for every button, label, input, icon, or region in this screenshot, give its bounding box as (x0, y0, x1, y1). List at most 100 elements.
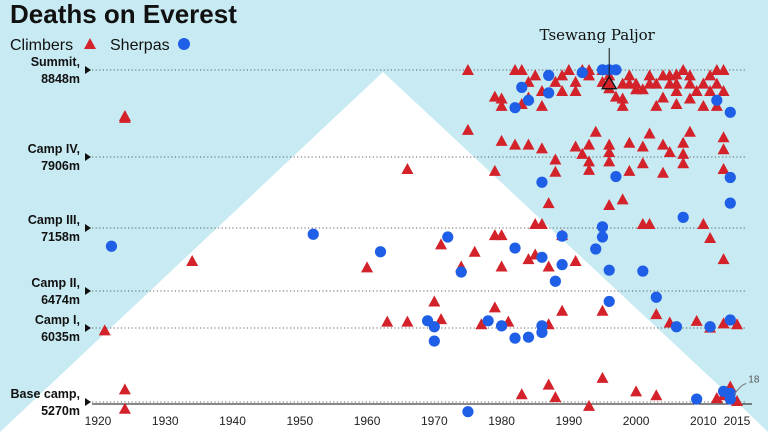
climber-death-mark (650, 77, 663, 89)
climber-death-mark (717, 143, 730, 155)
sherpa-death-mark (724, 393, 736, 405)
climber-death-mark (636, 83, 649, 95)
x-tick-label: 1950 (286, 414, 313, 428)
y-axis-labels: Summit, 8848m Camp IV, 7906m Camp III, 7158m C… (11, 55, 91, 418)
climber-death-mark (603, 82, 616, 94)
climber-death-mark (717, 85, 730, 97)
sherpa-death-mark (637, 265, 649, 277)
legend: Climbers Sherpas (10, 37, 190, 54)
sherpa-death-mark (428, 321, 440, 333)
x-tick-label: 2010 (690, 414, 717, 428)
climber-death-mark (710, 392, 723, 404)
sherpa-death-mark (691, 393, 703, 405)
tsewang-paljor-marker (600, 75, 618, 90)
climber-death-mark (549, 391, 562, 403)
climber-death-mark (697, 218, 710, 230)
climber-death-mark (643, 218, 656, 230)
climber-death-mark (583, 69, 596, 81)
climber-death-mark (549, 165, 562, 177)
climber-death-mark (468, 245, 481, 257)
sherpa-death-mark (576, 66, 588, 79)
sherpa-death-mark (307, 228, 319, 240)
climber-death-mark (186, 254, 199, 266)
climber-death-mark (650, 99, 663, 111)
x-tick-label: 1980 (488, 414, 515, 428)
climber-death-mark (576, 147, 589, 159)
x-tick-label: 2015 (724, 414, 751, 428)
climber-death-mark (710, 77, 723, 89)
sherpa-death-mark (596, 221, 609, 233)
x-tick-label: 1920 (85, 414, 112, 428)
x-tick-label: 1960 (354, 414, 381, 428)
climber-death-mark (569, 140, 582, 152)
y-category-arrow (85, 224, 91, 232)
sherpa-death-mark (536, 326, 548, 338)
climber-death-mark (596, 304, 609, 316)
sherpa-death-mark (711, 94, 723, 106)
climber-death-mark (522, 253, 535, 265)
climber-death-mark (677, 64, 690, 75)
climber-death-mark (690, 85, 703, 97)
climber-death-mark (670, 68, 683, 80)
x-tick-label: 1970 (421, 414, 448, 428)
climber-death-mark (650, 389, 663, 401)
sherpa-death-mark (536, 176, 548, 188)
climber-death-mark (650, 308, 663, 320)
climber-death-mark (683, 69, 696, 81)
climber-death-mark (623, 164, 636, 176)
y-category-label: Summit, (31, 55, 80, 69)
climber-death-mark (670, 97, 683, 109)
sherpa-death-mark (482, 315, 494, 327)
climber-death-mark (495, 92, 508, 104)
climber-death-mark (657, 91, 670, 103)
sherpa-death-mark (442, 231, 454, 243)
y-category-arrow (85, 324, 91, 332)
sherpa-death-mark (516, 81, 528, 93)
chart-title: Deaths on Everest (10, 0, 237, 29)
y-category-label: Camp II, (31, 276, 80, 290)
sherpa-death-mark (105, 240, 118, 252)
y-category-altitude: 7906m (41, 159, 80, 173)
climber-death-mark (361, 261, 374, 273)
climber-death-mark (603, 155, 616, 167)
y-category-label: Base camp, (11, 387, 80, 401)
climber-death-mark (435, 313, 448, 325)
sherpa-death-mark (704, 321, 716, 333)
climber-death-mark (643, 69, 656, 81)
climber-death-mark (690, 314, 703, 326)
climber-death-mark (630, 385, 643, 397)
climber-death-mark (401, 315, 414, 327)
climber-death-mark (616, 193, 629, 205)
climber-death-mark (529, 69, 542, 81)
climber-death-mark (683, 77, 696, 89)
climber-death-mark (630, 77, 643, 89)
climber-death-mark (562, 64, 575, 75)
sherpa-death-mark (590, 243, 602, 255)
sherpa-death-mark (455, 266, 467, 278)
climber-death-mark (609, 90, 622, 102)
climber-death-mark (515, 388, 528, 400)
climber-death-mark (509, 138, 522, 150)
climber-death-mark (697, 77, 710, 89)
climber-death-mark (435, 238, 448, 250)
climber-death-mark (475, 318, 488, 330)
climber-death-mark (569, 85, 582, 97)
climber-death-mark (428, 295, 441, 307)
climber-death-mark (488, 301, 501, 313)
climber-death-mark (461, 64, 474, 75)
climber-death-mark (569, 254, 582, 266)
climber-death-mark (488, 90, 501, 102)
cluster-count-label: 18 (748, 374, 760, 385)
climber-death-mark (663, 146, 676, 158)
y-category-altitude: 5270m (41, 404, 80, 418)
climber-death-mark (657, 166, 670, 178)
climber-death-mark (731, 318, 743, 330)
y-category-arrow (85, 66, 91, 74)
sherpa-death-mark (724, 314, 736, 326)
climber-death-mark (549, 75, 562, 87)
climber-death-mark (670, 77, 683, 89)
sherpa-death-mark (603, 264, 615, 276)
climber-death-mark (583, 138, 596, 150)
sherpa-death-mark (374, 246, 387, 258)
climber-death-mark (549, 153, 562, 165)
